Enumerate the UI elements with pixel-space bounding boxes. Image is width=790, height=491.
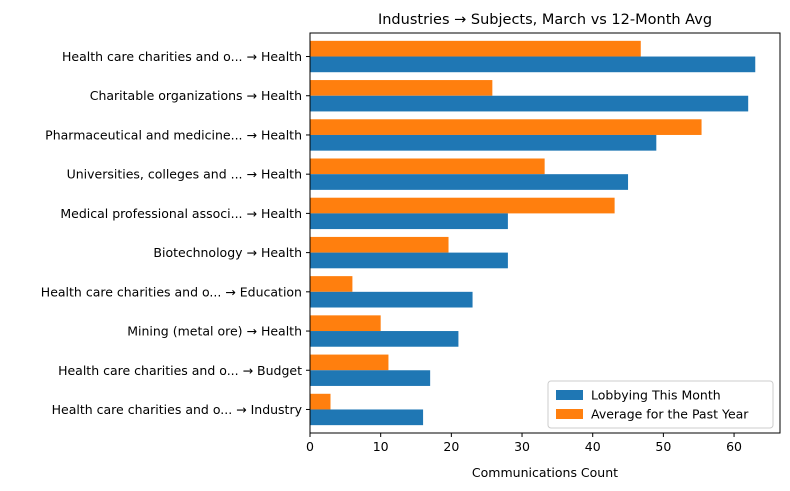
legend-label: Average for the Past Year <box>591 407 749 422</box>
bar-avg-past-year <box>310 40 641 57</box>
bar-this-month <box>310 331 459 347</box>
bar-avg-past-year <box>310 276 353 292</box>
plot-frame <box>309 32 781 434</box>
legend-swatch <box>556 390 583 400</box>
y-tick-label: Health care charities and o... → Health <box>62 49 302 64</box>
bar-this-month <box>310 291 473 308</box>
bar-avg-past-year <box>310 315 381 332</box>
x-tick-label: 10 <box>373 439 389 454</box>
bar-this-month <box>310 56 756 73</box>
bar-this-month <box>310 370 431 386</box>
bar-this-month <box>310 174 629 190</box>
bar-this-month <box>310 213 508 230</box>
bar-avg-past-year <box>310 80 493 96</box>
y-axis-ticks: Health care charities and o... → Health C… <box>41 49 310 417</box>
bar-avg-past-year <box>310 393 331 410</box>
chart-title: Industries → Subjects, March vs 12-Month… <box>378 12 712 28</box>
bar-avg-past-year <box>310 354 389 371</box>
bar-avg-past-year <box>310 197 615 214</box>
legend-label: Lobbying This Month <box>591 388 721 403</box>
bar-this-month <box>310 134 657 151</box>
legend: Lobbying This Month Average for the Past … <box>547 380 774 429</box>
y-tick-label: Pharmaceutical and medicine... → Health <box>45 127 302 142</box>
y-tick-label: Health care charities and o... → Budget <box>58 363 302 378</box>
y-tick-label: Mining (metal ore) → Health <box>127 324 302 339</box>
y-tick-label: Charitable organizations → Health <box>90 88 302 103</box>
x-axis-ticks: 0 10 20 30 40 50 60 <box>306 433 742 454</box>
bar-avg-past-year <box>310 119 702 135</box>
y-tick-label: Biotechnology → Health <box>153 245 302 260</box>
x-tick-label: 50 <box>655 439 671 454</box>
x-tick-label: 0 <box>306 439 314 454</box>
bar-this-month <box>310 252 508 269</box>
x-axis-label: Communications Count <box>472 465 618 480</box>
bar-avg-past-year <box>310 236 449 253</box>
y-tick-label: Health care charities and o... → Industr… <box>52 402 303 417</box>
bar-this-month <box>310 409 424 426</box>
y-tick-label: Health care charities and o... → Educati… <box>41 284 302 299</box>
x-tick-label: 20 <box>443 439 459 454</box>
bar-avg-past-year <box>310 158 545 175</box>
x-tick-label: 30 <box>514 439 530 454</box>
y-tick-label: Universities, colleges and ... → Health <box>67 167 302 182</box>
bar-this-month <box>310 95 749 112</box>
legend-swatch <box>556 409 583 419</box>
legend-box <box>547 380 774 429</box>
x-tick-label: 40 <box>585 439 601 454</box>
x-tick-label: 60 <box>726 439 742 454</box>
bars-layer <box>310 40 756 426</box>
y-tick-label: Medical professional associ... → Health <box>60 206 302 221</box>
